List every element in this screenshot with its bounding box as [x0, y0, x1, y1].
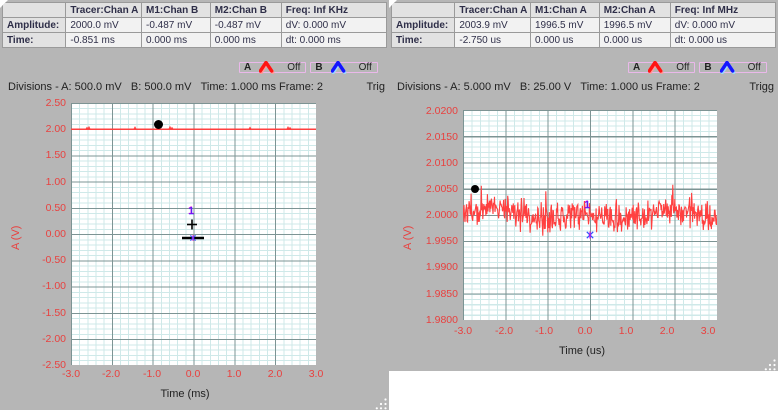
- svg-text:1: 1: [188, 205, 194, 217]
- svg-text:1: 1: [584, 199, 590, 211]
